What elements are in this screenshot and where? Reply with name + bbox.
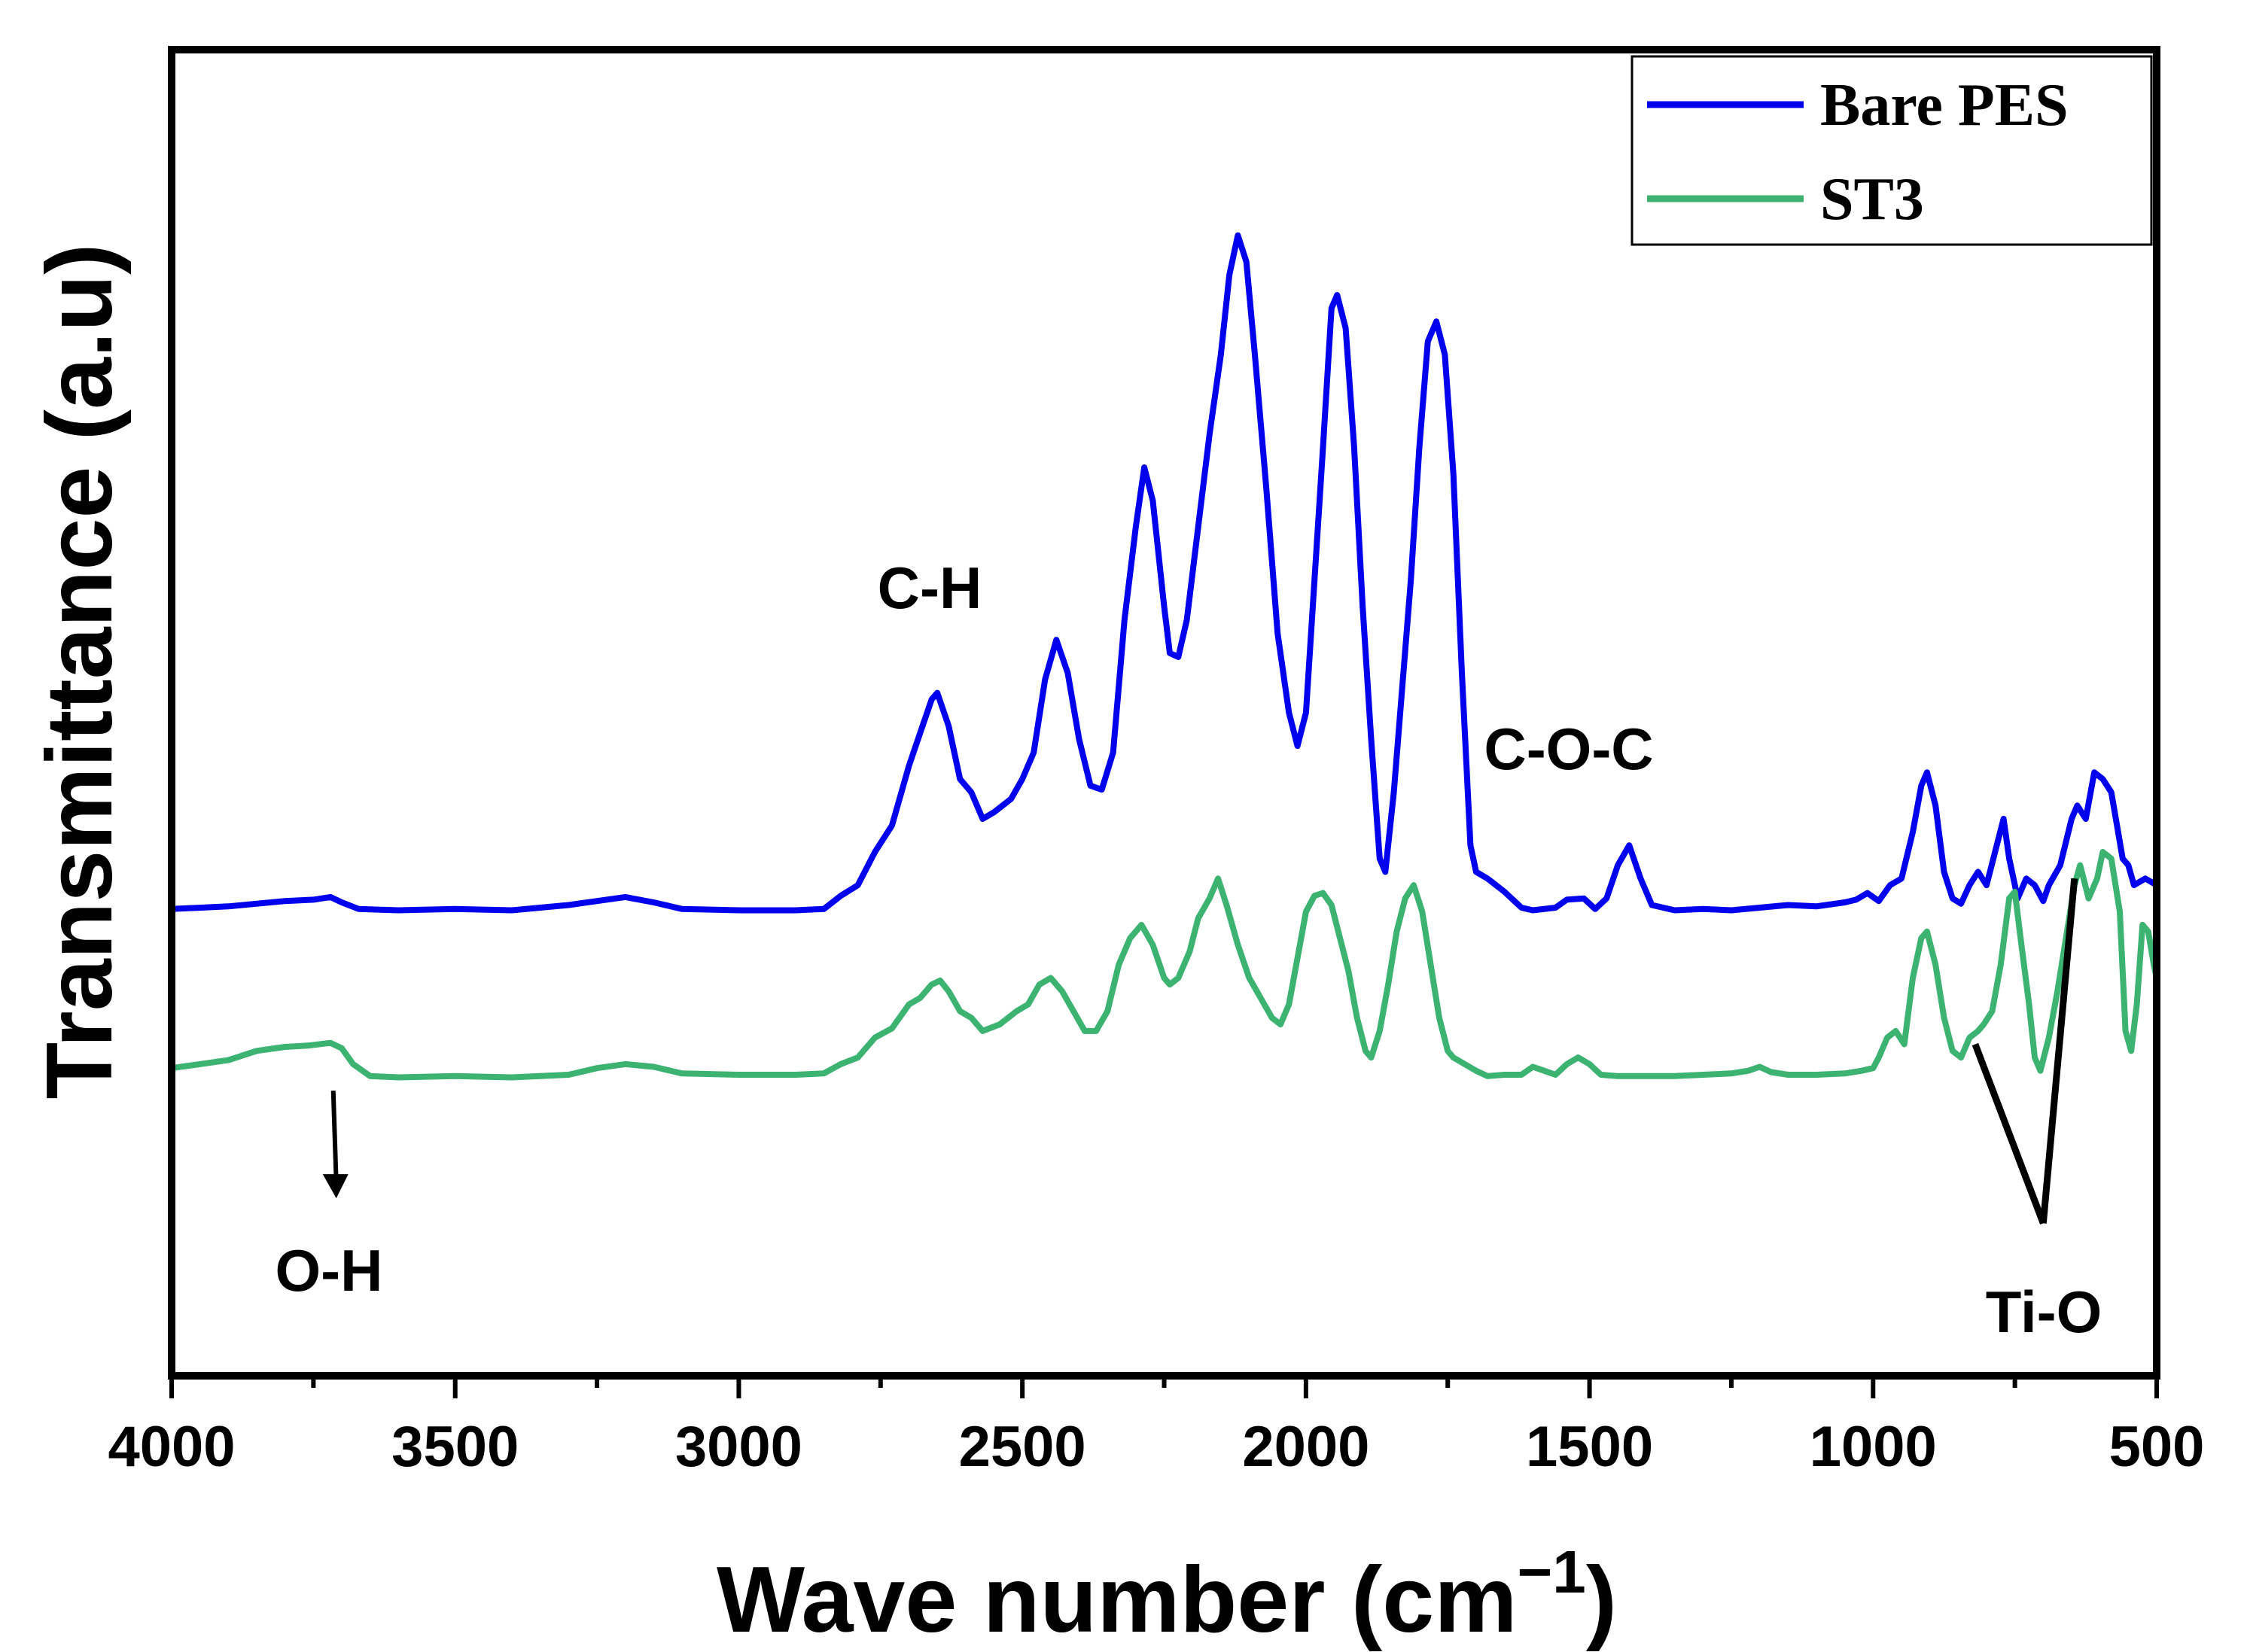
series-line-bare-pes [171, 232, 2159, 914]
legend-label-st3: ST3 [1820, 166, 1924, 233]
x-tick-label: 2500 [959, 1415, 1086, 1479]
x-axis-label-close: ) [1586, 1548, 1617, 1652]
o-h-arrow-head [322, 1174, 349, 1199]
legend-box [1630, 55, 2153, 246]
x-tick-label: 3500 [391, 1415, 519, 1479]
annotation-arrows [322, 878, 2078, 1225]
x-axis-label: Wave number (cm−1) [717, 1538, 1617, 1652]
x-tick-label: 1000 [1810, 1415, 1937, 1479]
annotations: C-H C-O-C O-H Ti-O [276, 555, 2102, 1345]
o-h-arrow-shaft [330, 1091, 339, 1184]
y-axis-label: Transmittance (a.u) [28, 244, 132, 1100]
x-tick-label: 3000 [675, 1415, 802, 1479]
x-tick-label: 500 [2109, 1415, 2205, 1479]
annotation-c-o-c: C-O-C [1484, 716, 1653, 782]
x-tick-label: 1500 [1526, 1415, 1653, 1479]
legend: Bare PES ST3 [1630, 55, 2153, 246]
series-layer [171, 232, 2160, 1081]
annotation-c-h: C-H [878, 555, 982, 621]
x-tick-label: 4000 [108, 1415, 235, 1479]
x-axis-label-superscript: −1 [1517, 1538, 1585, 1605]
x-tick-label: 2000 [1242, 1415, 1369, 1479]
x-ticks: 4000 3500 3000 2500 2000 1500 1000 500 [108, 1376, 2204, 1479]
ti-o-pointer-left [1971, 1042, 2047, 1225]
legend-label-bare-pes: Bare PES [1820, 72, 2069, 138]
annotation-o-h: O-H [276, 1237, 383, 1304]
annotation-ti-o: Ti-O [1986, 1279, 2102, 1345]
ti-o-pointer-right [2039, 878, 2078, 1224]
series-line-st3 [171, 849, 2160, 1081]
